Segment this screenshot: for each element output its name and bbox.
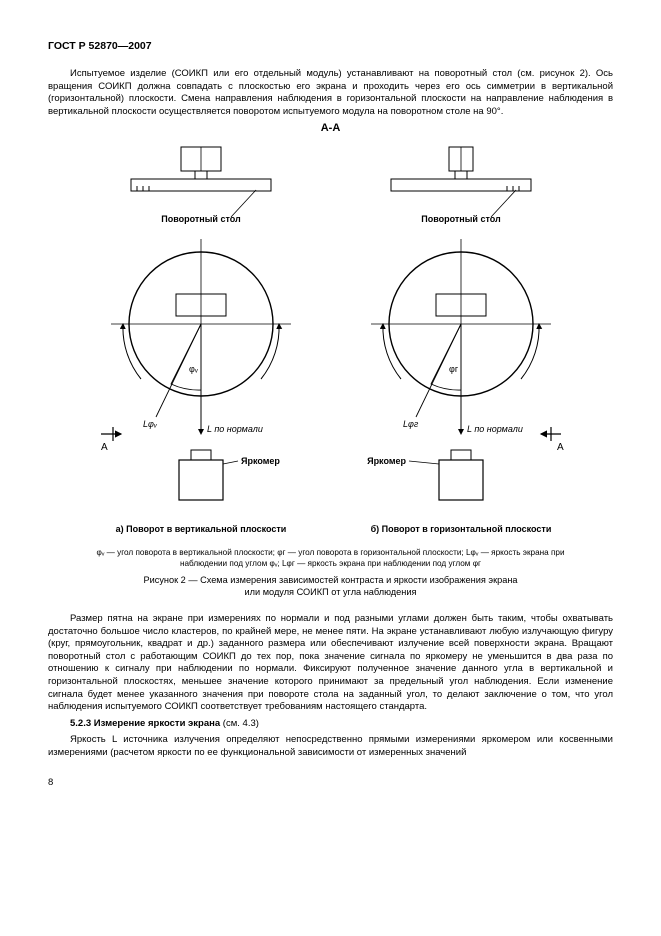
subfig-b: Поворотный стол φг Lφг L по нормали: [367, 147, 564, 534]
caption-line1: Рисунок 2 — Схема измерения зависимостей…: [143, 575, 517, 585]
label-table-b: Поворотный стол: [421, 214, 501, 224]
a-left: А: [101, 442, 108, 453]
section-label-aa: А-А: [48, 122, 613, 134]
figure-caption: Рисунок 2 — Схема измерения зависимостей…: [48, 575, 613, 599]
meter-label-b: Яркомер: [367, 456, 406, 466]
section-523-head: 5.2.3 Измерение яркости экрана: [70, 718, 220, 729]
label-table-a: Поворотный стол: [161, 214, 241, 224]
figure-svg: Поворотный стол φᵥ: [71, 142, 591, 542]
paragraph-3: Яркость L источника излучения определяют…: [48, 734, 613, 759]
page: ГОСТ Р 52870—2007 Испытуемое изделие (СО…: [0, 0, 661, 808]
phi-v-label: φᵥ: [189, 364, 198, 374]
figure-legend: φᵥ — угол поворота в вертикальной плоско…: [78, 548, 583, 569]
caption-line2: или модуля СОИКП от угла наблюдения: [245, 587, 417, 597]
meter-label-a: Яркомер: [241, 456, 280, 466]
doc-header: ГОСТ Р 52870—2007: [48, 40, 613, 52]
section-523-ref: (см. 4.3): [220, 718, 259, 729]
l-normal-a: L по нормали: [207, 424, 263, 434]
section-523: 5.2.3 Измерение яркости экрана (см. 4.3): [48, 718, 613, 731]
paragraph-2: Размер пятна на экране при измерениях по…: [48, 613, 613, 713]
subfig-a: Поворотный стол φᵥ: [101, 147, 291, 534]
a-right: А: [557, 442, 564, 453]
figure-2: Поворотный стол φᵥ: [48, 142, 613, 542]
lphi-g-label: Lφг: [403, 419, 419, 429]
subcaption-a: а) Поворот в вертикальной плоскости: [115, 524, 286, 534]
page-number: 8: [48, 777, 613, 788]
lphi-v-label: Lφᵥ: [143, 419, 158, 429]
subcaption-b: б) Поворот в горизонтальной плоскости: [370, 524, 551, 534]
paragraph-1: Испытуемое изделие (СОИКП или его отдель…: [48, 68, 613, 118]
phi-g-label: φг: [449, 364, 459, 374]
l-normal-b: L по нормали: [467, 424, 523, 434]
